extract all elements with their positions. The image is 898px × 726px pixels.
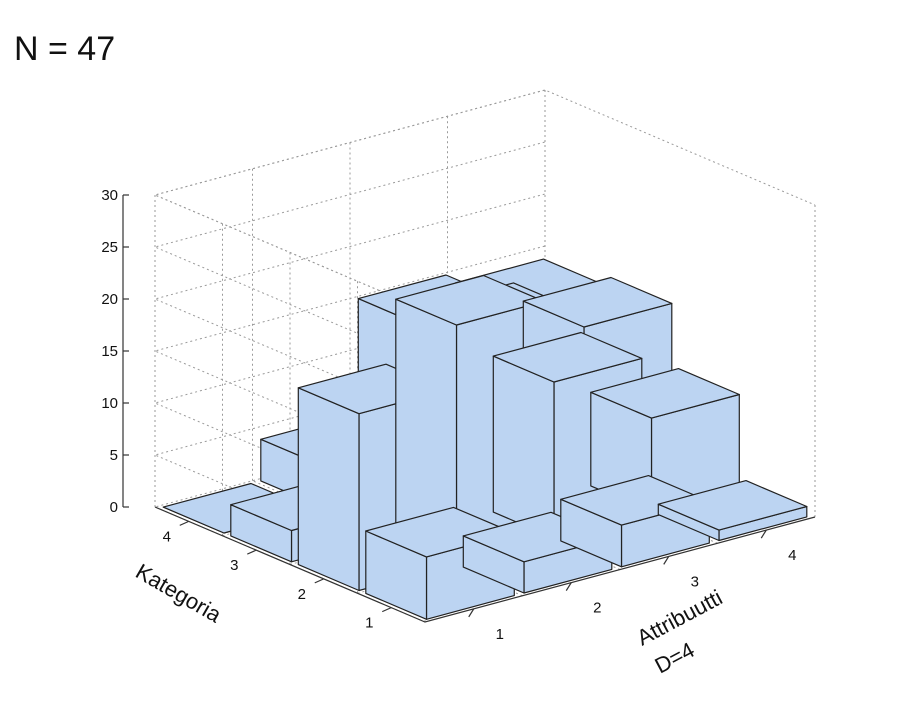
bar-top-face <box>492 331 643 383</box>
y-tick-label: 1 <box>365 615 373 632</box>
bar-4-1 <box>657 480 808 542</box>
y-tick-label: 3 <box>230 557 238 574</box>
bar-top-face <box>395 274 545 326</box>
z-tick-label: 15 <box>101 343 118 360</box>
bar-top-face <box>522 276 673 328</box>
grid-box-top <box>153 89 816 311</box>
bars <box>162 258 808 620</box>
z-tick-label: 0 <box>110 499 118 516</box>
z-tick-label: 30 <box>101 187 118 204</box>
x-tick <box>565 582 572 591</box>
y-tick <box>382 607 392 613</box>
bar-top-face <box>657 480 808 531</box>
y-tick-label: 4 <box>163 528 171 545</box>
bar-4-2 <box>590 368 740 513</box>
y-tick-label: 2 <box>298 586 306 603</box>
y-tick <box>314 578 324 584</box>
tick-labels: 0 5 10 15 20 25 30 1 2 3 4 1 2 3 4 <box>101 187 796 643</box>
x-tick <box>760 529 767 539</box>
y-tick <box>247 549 257 555</box>
bar-side-face <box>492 355 555 539</box>
bar-3-2 <box>492 331 643 539</box>
x-tick-label: 4 <box>788 547 796 564</box>
x-tick-label: 2 <box>593 600 601 617</box>
x-axis-sublabel: D=4 <box>651 637 699 678</box>
y-axis-label: Kategoria <box>132 559 227 628</box>
x-tick <box>663 556 670 565</box>
z-tick-label: 20 <box>101 291 118 308</box>
bar-side-face <box>297 387 360 592</box>
floor-axes <box>154 506 816 623</box>
z-tick-label: 5 <box>110 447 118 464</box>
bar-top-face <box>590 368 740 419</box>
y-tick <box>179 520 189 526</box>
x-tick-label: 3 <box>691 573 699 590</box>
z-tick-label: 10 <box>101 395 118 412</box>
x-tick <box>468 608 475 618</box>
page-title: N = 47 <box>14 30 116 68</box>
z-tick-label: 25 <box>101 239 118 256</box>
axis-lines <box>122 194 816 623</box>
x-tick-label: 1 <box>496 626 504 643</box>
